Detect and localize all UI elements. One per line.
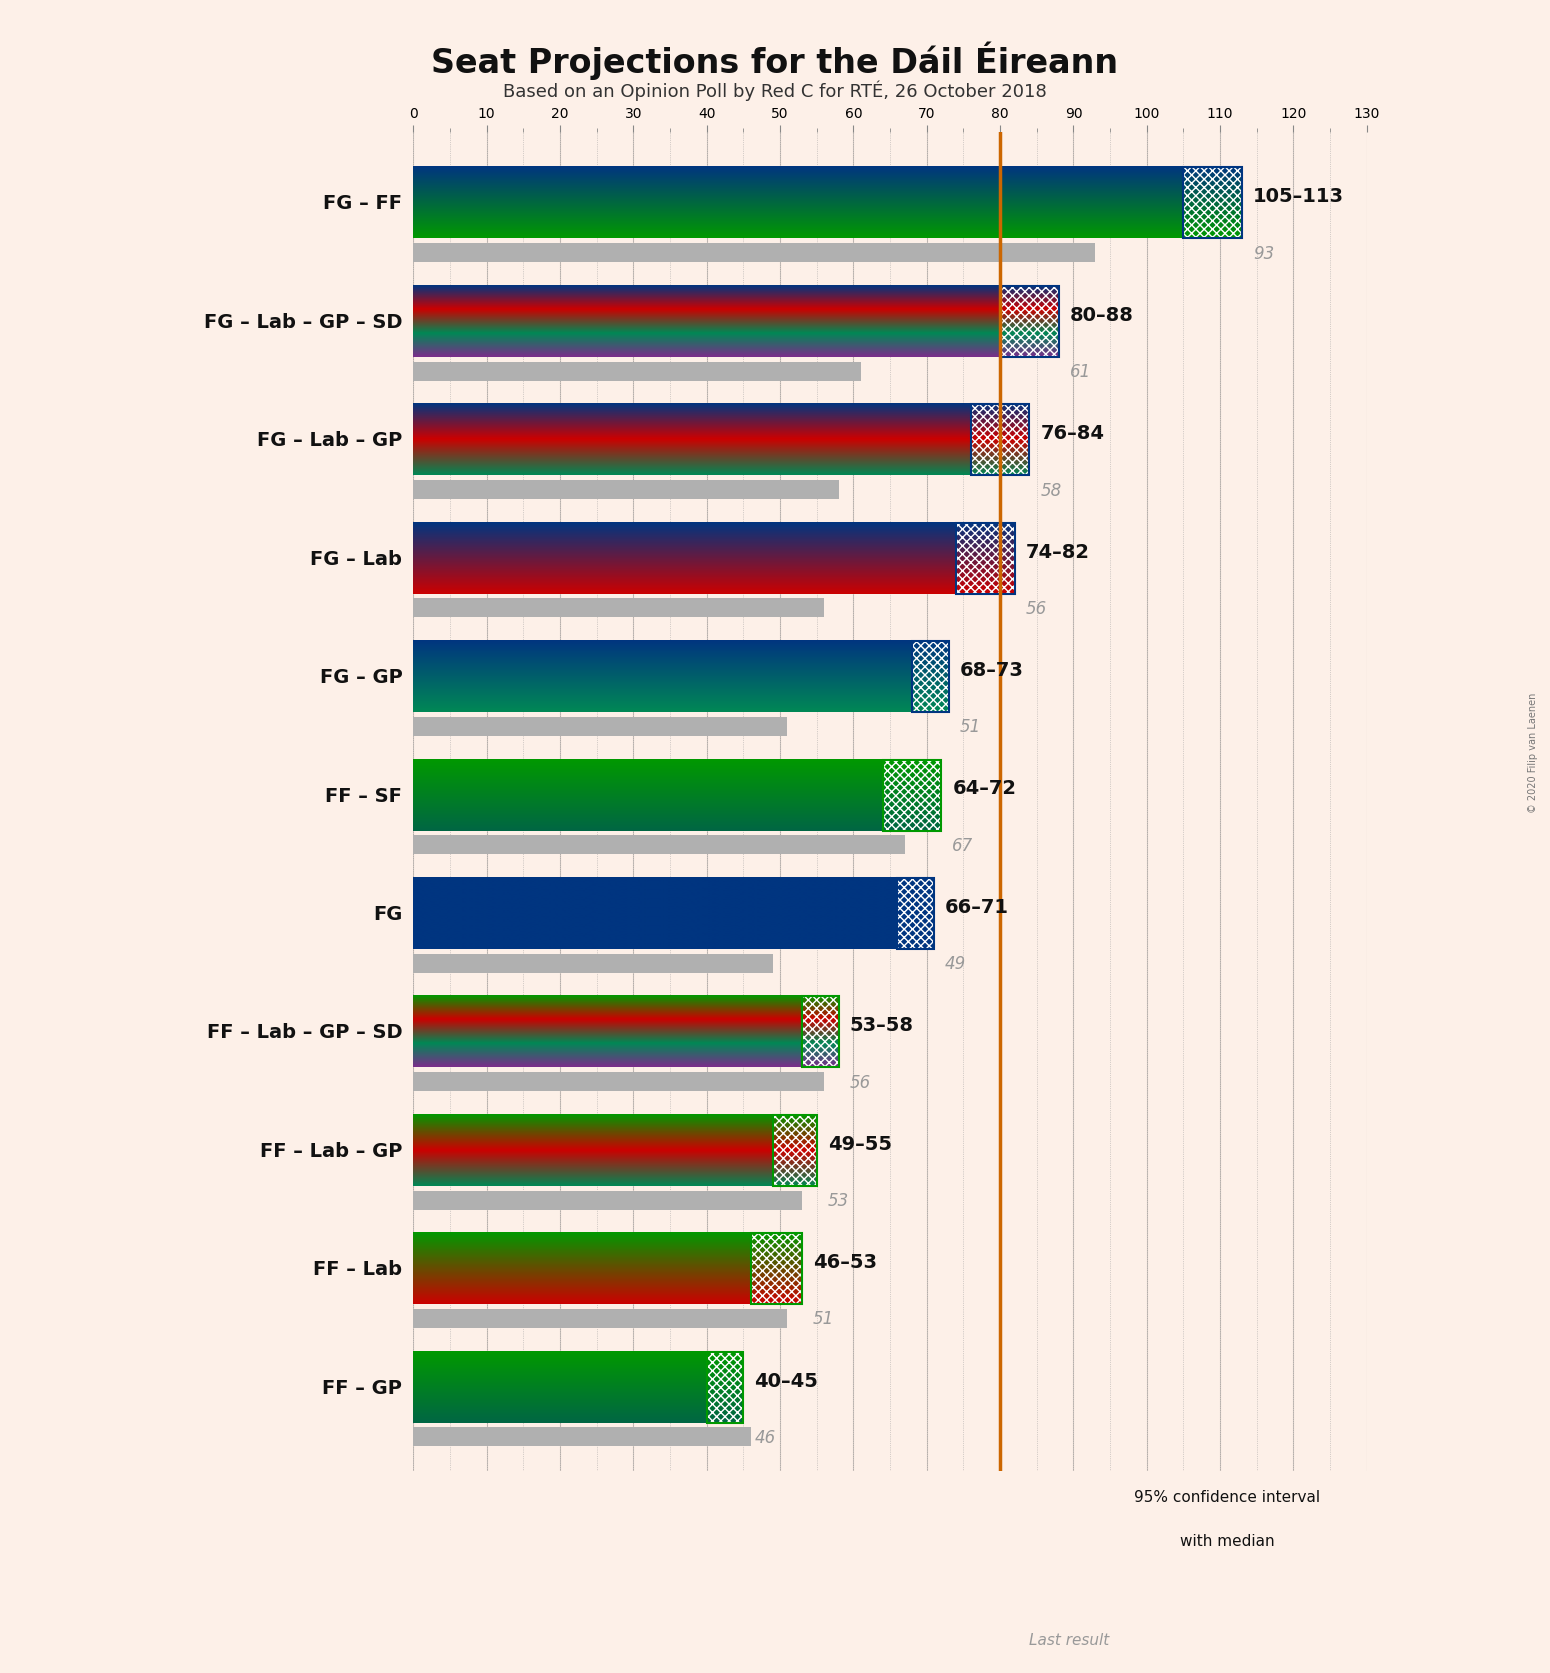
Bar	[414, 1427, 750, 1447]
Bar	[970, 405, 1029, 477]
Bar	[801, 997, 839, 1067]
Text: FF – SF: FF – SF	[326, 786, 403, 805]
Bar	[707, 1352, 744, 1422]
Text: 95% confidence interval: 95% confidence interval	[1135, 1489, 1321, 1504]
Bar	[414, 363, 860, 381]
Bar	[414, 599, 825, 617]
Bar	[1073, 1568, 1079, 1601]
Bar	[750, 1233, 801, 1305]
Text: FF – Lab: FF – Lab	[313, 1260, 403, 1278]
Text: 46: 46	[755, 1429, 775, 1445]
Bar	[414, 480, 839, 500]
Bar	[1184, 169, 1242, 239]
Text: FG – Lab – GP – SD: FG – Lab – GP – SD	[205, 313, 403, 331]
Bar	[414, 718, 787, 736]
Text: FF – GP: FF – GP	[322, 1379, 403, 1397]
Bar	[414, 836, 905, 855]
Text: 56: 56	[849, 1072, 871, 1091]
Bar	[414, 1191, 801, 1210]
Text: 51: 51	[959, 718, 981, 736]
Bar	[897, 878, 935, 950]
Text: FG – FF: FG – FF	[324, 194, 403, 212]
Text: 56: 56	[1026, 599, 1046, 617]
Bar	[801, 997, 839, 1067]
Text: 61: 61	[1070, 363, 1091, 381]
Text: Last result: Last result	[1029, 1633, 1110, 1648]
Text: 105–113: 105–113	[1252, 187, 1344, 206]
Text: FF – Lab – GP: FF – Lab – GP	[260, 1141, 403, 1159]
Text: with median: with median	[1180, 1532, 1274, 1548]
Bar	[956, 524, 1015, 594]
Bar	[1000, 286, 1059, 358]
Text: 80–88: 80–88	[1070, 306, 1133, 325]
Text: 53: 53	[828, 1191, 849, 1210]
Bar	[750, 1233, 801, 1305]
Bar	[414, 954, 773, 974]
Bar	[883, 760, 941, 831]
Text: 66–71: 66–71	[946, 897, 1009, 917]
Text: 49–55: 49–55	[828, 1134, 891, 1153]
Bar	[1184, 169, 1242, 239]
Text: 76–84: 76–84	[1040, 423, 1105, 443]
Bar	[414, 1310, 787, 1328]
Text: 74–82: 74–82	[1026, 542, 1090, 560]
Text: 64–72: 64–72	[952, 780, 1017, 798]
Bar	[773, 1116, 817, 1186]
Bar	[414, 1072, 825, 1091]
Bar	[883, 760, 941, 831]
Text: FG – GP: FG – GP	[319, 668, 403, 686]
Bar	[970, 405, 1029, 477]
Bar	[911, 642, 949, 713]
Text: 93: 93	[1252, 244, 1274, 263]
Bar	[1059, 1608, 1079, 1623]
Text: 49: 49	[946, 955, 966, 972]
Text: 40–45: 40–45	[755, 1370, 818, 1390]
Text: 67: 67	[952, 836, 973, 855]
Text: 68–73: 68–73	[959, 661, 1023, 679]
Bar	[897, 878, 935, 950]
Text: Seat Projections for the Dáil Éireann: Seat Projections for the Dáil Éireann	[431, 42, 1119, 80]
Bar	[1000, 286, 1059, 358]
Bar	[911, 642, 949, 713]
Text: Based on an Opinion Poll by Red C for RTÉ, 26 October 2018: Based on an Opinion Poll by Red C for RT…	[504, 80, 1046, 100]
Text: 51: 51	[814, 1310, 834, 1328]
Text: FF – Lab – GP – SD: FF – Lab – GP – SD	[206, 1022, 403, 1042]
Bar	[773, 1116, 817, 1186]
Text: FG – Lab – GP: FG – Lab – GP	[257, 432, 403, 450]
Text: FG – Lab: FG – Lab	[310, 549, 403, 569]
Text: FG: FG	[374, 905, 403, 923]
Bar	[1059, 1568, 1073, 1601]
Text: 46–53: 46–53	[814, 1253, 877, 1271]
Bar	[707, 1352, 744, 1422]
Text: 53–58: 53–58	[849, 1016, 914, 1034]
Text: © 2020 Filip van Laenen: © 2020 Filip van Laenen	[1528, 693, 1538, 813]
Text: 58: 58	[1040, 482, 1062, 499]
Bar	[956, 524, 1015, 594]
Bar	[414, 244, 1096, 263]
